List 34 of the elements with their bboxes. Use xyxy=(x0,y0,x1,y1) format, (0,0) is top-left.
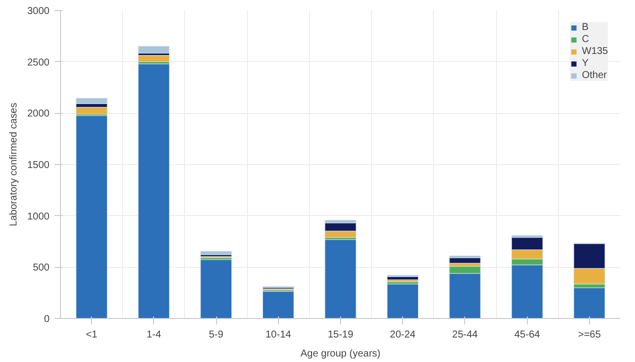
bar xyxy=(574,288,606,318)
legend-label: C xyxy=(582,34,590,45)
legend-label: Y xyxy=(582,58,590,69)
y-tick-label: 1500 xyxy=(27,160,50,171)
x-tick-label: 10-14 xyxy=(265,330,292,340)
bar xyxy=(138,46,170,54)
x-tick-label: 1-4 xyxy=(146,330,162,340)
y-tick-label: 1000 xyxy=(27,211,50,222)
x-axis-title: Age group (years) xyxy=(300,348,381,360)
bar xyxy=(324,239,356,318)
y-tick-label: 2500 xyxy=(27,57,50,68)
legend-label: Other xyxy=(582,70,607,81)
x-tick-label: 45-64 xyxy=(514,330,540,340)
y-tick-label: 500 xyxy=(32,262,50,274)
legend-label: W135 xyxy=(582,46,608,57)
bar xyxy=(138,64,170,318)
x-tick-label: >=65 xyxy=(578,330,602,340)
y-axis-title: Laboratory confirmed cases xyxy=(8,102,20,226)
y-tick-label: 0 xyxy=(44,314,50,325)
bar xyxy=(138,55,170,62)
bar xyxy=(200,259,232,318)
bar xyxy=(449,258,481,264)
legend-label: B xyxy=(582,22,590,33)
bar xyxy=(262,291,294,318)
bar xyxy=(386,284,419,318)
x-tick-label: 15-19 xyxy=(328,330,354,340)
x-tick-label: 5-9 xyxy=(208,330,224,340)
bar xyxy=(76,98,108,104)
x-tick-label: <1 xyxy=(86,330,98,340)
y-tick-label: 2000 xyxy=(27,108,50,120)
x-tick-label: 25-44 xyxy=(452,330,478,340)
y-tick-label: 3000 xyxy=(27,6,50,17)
bar xyxy=(200,250,232,255)
x-tick-label: 20-24 xyxy=(390,330,416,340)
